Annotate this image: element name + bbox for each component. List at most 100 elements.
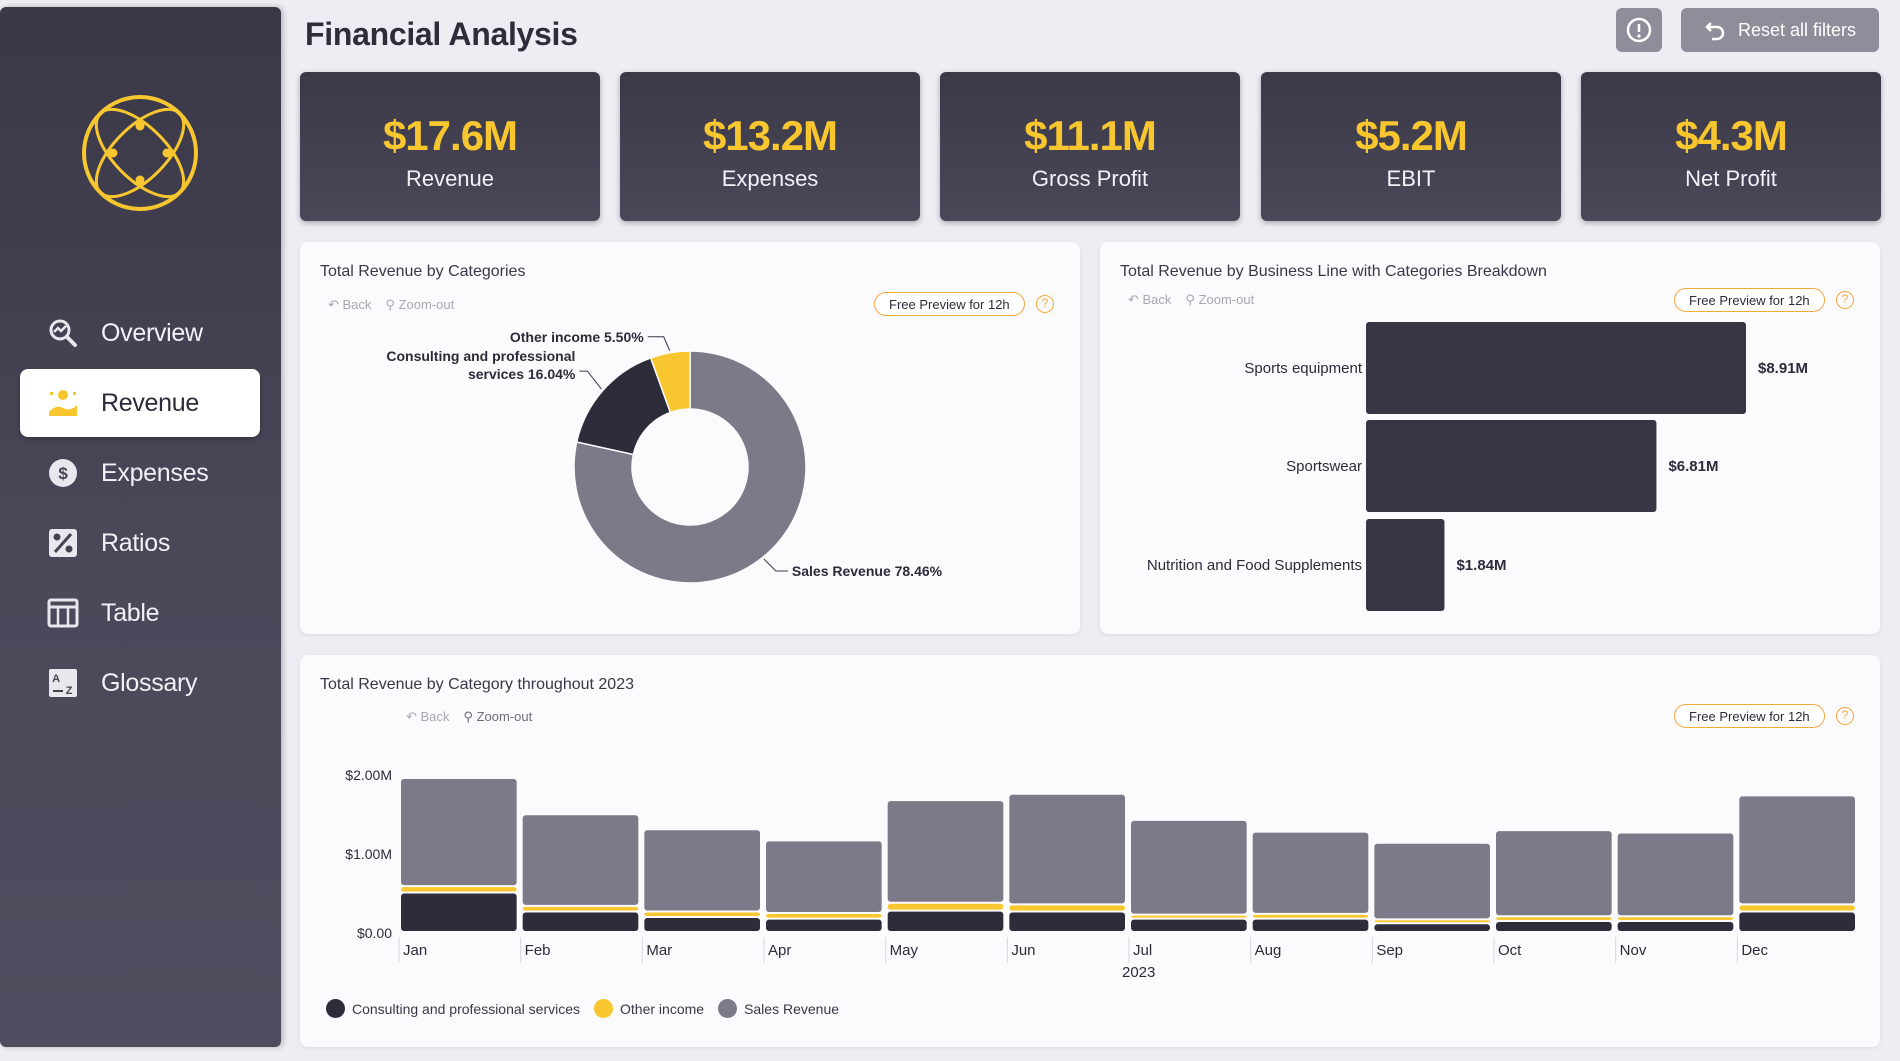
- kpi-label: Expenses: [721, 166, 819, 191]
- kpi-card-revenue: $17.6M Revenue: [300, 72, 600, 221]
- x-tick-label: Jun: [1011, 942, 1035, 959]
- sidebar-item-label: Expenses: [101, 458, 209, 487]
- revenue-icon: [46, 386, 80, 420]
- hbar-category-label: Sportswear: [1286, 458, 1362, 475]
- kpi-card-gross-profit: $11.1M Gross Profit: [940, 72, 1240, 221]
- hbar-value-label: $6.81M: [1668, 458, 1718, 475]
- x-tick-label: Jan: [403, 942, 427, 959]
- free-preview-badge[interactable]: Free Preview for 12h: [874, 292, 1025, 316]
- sidebar-item-table[interactable]: Table: [20, 579, 260, 647]
- help-icon[interactable]: ?: [1836, 291, 1854, 309]
- stacked-bar-segment: [1739, 796, 1855, 904]
- hbar: [1366, 519, 1445, 611]
- business-line-bar-chart: Sports equipment $8.91M Sportswear $6.81M Nu…: [1147, 322, 1808, 611]
- legend-item[interactable]: Consulting and professional services: [326, 999, 580, 1018]
- stacked-bar-segment: [1252, 832, 1369, 913]
- sidebar-item-revenue[interactable]: Revenue: [20, 369, 260, 437]
- x-tick-label: Sep: [1376, 942, 1403, 959]
- back-button[interactable]: ↶ Back: [406, 709, 450, 724]
- legend-item[interactable]: Sales Revenue: [718, 999, 839, 1018]
- kpi-value: $4.3M: [1675, 112, 1788, 159]
- donut-slice: [649, 350, 691, 414]
- svg-text:$: $: [58, 464, 68, 483]
- stacked-bar-segment: [766, 841, 882, 913]
- help-icon[interactable]: ?: [1836, 707, 1854, 725]
- stacked-bar-segment: [1617, 833, 1734, 916]
- stacked-bar-segment: [887, 911, 1004, 931]
- x-tick-label: Oct: [1498, 942, 1522, 959]
- slice-label: services 16.04%: [468, 366, 576, 382]
- info-icon: [1626, 17, 1652, 43]
- stacked-bar-segment: [1496, 917, 1612, 920]
- x-tick-label: Aug: [1255, 942, 1282, 959]
- sidebar-item-label: Overview: [101, 318, 203, 347]
- hbar: [1366, 420, 1657, 512]
- slice-label: Sales Revenue 78.46%: [792, 563, 943, 579]
- hbar-category-label: Nutrition and Food Supplements: [1147, 557, 1362, 574]
- slice-label: Consulting and professional: [386, 348, 575, 364]
- stacked-bar-segment: [401, 893, 517, 931]
- stacked-bar-segment: [522, 912, 639, 931]
- kpi-value: $11.1M: [1024, 112, 1157, 159]
- sidebar: Overview Revenue $ Expenses Ratios Table: [0, 7, 281, 1047]
- zoom-out-button[interactable]: ⚲ Zoom-out: [1185, 292, 1255, 307]
- stacked-bar-segment: [1374, 920, 1490, 923]
- back-label: Back: [420, 709, 450, 724]
- table-icon: [46, 596, 80, 630]
- svg-text:A: A: [52, 673, 60, 685]
- free-preview-badge[interactable]: Free Preview for 12h: [1674, 288, 1825, 312]
- sidebar-item-expenses[interactable]: $ Expenses: [20, 439, 260, 507]
- sidebar-item-label: Ratios: [101, 528, 171, 557]
- hbar-value-label: $8.91M: [1758, 360, 1808, 377]
- legend-label: Consulting and professional services: [352, 1000, 581, 1017]
- legend-item[interactable]: Other income: [594, 999, 704, 1018]
- kpi-card-expenses: $13.2M Expenses: [620, 72, 920, 221]
- hbar-value-label: $1.84M: [1456, 557, 1506, 574]
- panel-title: Total Revenue by Categories: [320, 263, 526, 280]
- free-preview-badge[interactable]: Free Preview for 12h: [1674, 704, 1825, 728]
- reset-filters-label: Reset all filters: [1737, 19, 1857, 40]
- legend-swatch: [594, 999, 614, 1018]
- kpi-label: Gross Profit: [1031, 166, 1149, 191]
- stacked-bar-segment: [644, 917, 760, 931]
- zoom-out-label: Zoom-out: [1198, 292, 1255, 307]
- sidebar-item-overview[interactable]: Overview: [20, 299, 260, 367]
- zoom-out-button[interactable]: ⚲ Zoom-out: [463, 709, 533, 724]
- x-tick-label: Apr: [768, 942, 791, 959]
- stacked-bar-segment: [1009, 905, 1125, 911]
- kpi-value: $17.6M: [382, 112, 518, 159]
- panel-title: Total Revenue by Category throughout 202…: [320, 676, 634, 693]
- zoom-out-label: Zoom-out: [398, 297, 455, 312]
- x-axis-label: 2023: [1122, 964, 1155, 981]
- zoom-out-button[interactable]: ⚲ Zoom-out: [385, 297, 455, 312]
- leader-line: [763, 558, 788, 572]
- reset-filters-button[interactable]: Reset all filters: [1681, 8, 1879, 52]
- back-button[interactable]: ↶ Back: [328, 297, 372, 312]
- stacked-bar-segment: [1617, 917, 1734, 920]
- stacked-bar-segment: [1739, 905, 1855, 911]
- info-button[interactable]: [1616, 8, 1662, 52]
- stacked-bar-segment: [522, 906, 639, 911]
- back-button[interactable]: ↶ Back: [1128, 292, 1172, 307]
- sidebar-item-label: Revenue: [101, 388, 199, 417]
- stacked-bar-segment: [1009, 794, 1125, 904]
- stacked-bar-segment: [1374, 843, 1490, 919]
- sidebar-item-ratios[interactable]: Ratios: [20, 509, 260, 577]
- globe-logo-icon: [82, 95, 198, 211]
- stacked-bar-segment: [1739, 912, 1855, 931]
- stacked-bar-segment: [401, 778, 517, 886]
- stacked-bar-segment: [522, 815, 639, 905]
- stacked-bar-segment: [1131, 820, 1247, 914]
- back-label: Back: [342, 297, 372, 312]
- x-tick-label: Jul: [1133, 942, 1152, 959]
- percent-icon: [46, 526, 80, 560]
- stacked-bar-segment: [1252, 919, 1369, 931]
- revenue-by-business-line-panel: Total Revenue by Business Line with Cate…: [1100, 242, 1880, 634]
- donut-chart: Sales Revenue 78.46% Consulting and profe…: [386, 329, 943, 584]
- stacked-bar-segment: [1131, 915, 1247, 918]
- kpi-value: $13.2M: [702, 112, 838, 159]
- hbar: [1366, 322, 1746, 414]
- help-icon[interactable]: ?: [1036, 295, 1054, 313]
- revenue-throughout-2023-panel: Total Revenue by Category throughout 202…: [300, 655, 1880, 1047]
